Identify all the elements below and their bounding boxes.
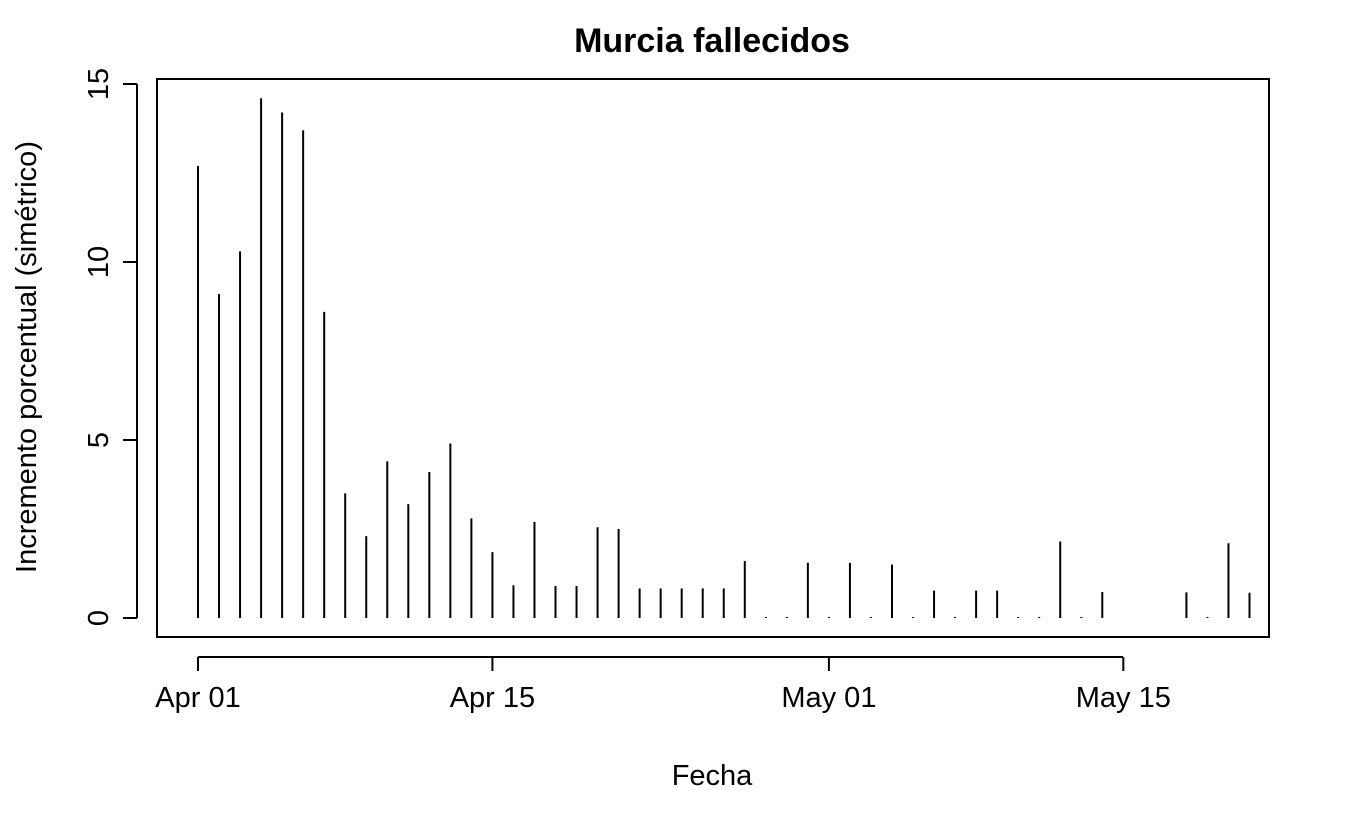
y-axis-label: Incremento porcentual (simétrico) [11, 141, 43, 573]
y-tick-label-15: 15 [83, 68, 115, 100]
y-tick-label-10: 10 [83, 246, 115, 278]
x-tick-label-2020-04-15: Apr 15 [450, 682, 535, 714]
plot-frame [156, 78, 1270, 638]
y-axis: 0 5 10 15 [83, 68, 138, 626]
x-tick-label-2020-04-01: Apr 01 [155, 682, 240, 714]
x-axis: Apr 01 Apr 15 May 01 May 15 [155, 656, 1171, 714]
x-axis-label: Fecha [672, 760, 753, 792]
x-tick-label-2020-05-01: May 01 [781, 682, 876, 714]
chart-title: Murcia fallecidos [574, 22, 850, 60]
x-tick-label-2020-05-15: May 15 [1076, 682, 1171, 714]
data-spikes [197, 98, 1251, 618]
y-tick-label-5: 5 [83, 432, 115, 448]
y-tick-label-0: 0 [83, 610, 115, 626]
